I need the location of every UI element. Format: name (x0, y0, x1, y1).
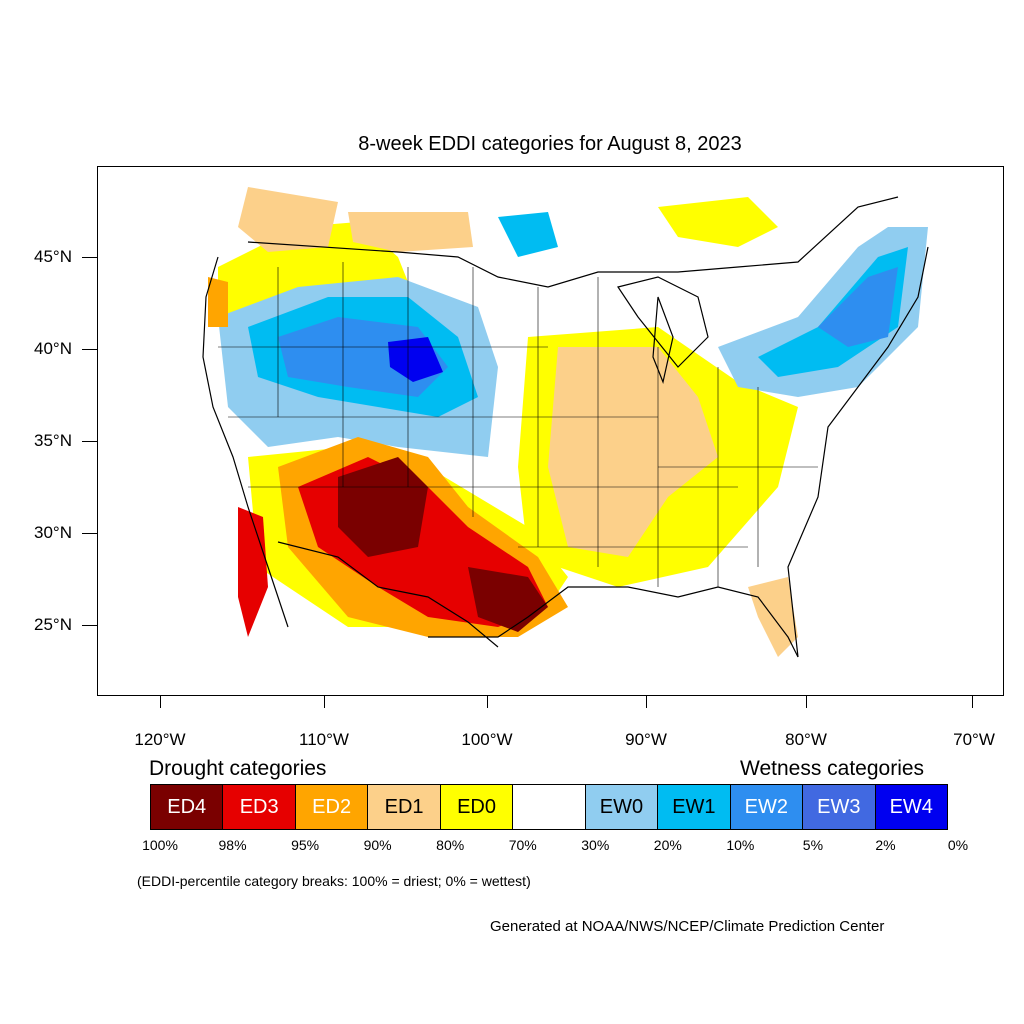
lon-tick (487, 696, 488, 708)
state-borders (218, 262, 818, 587)
ed1-region-northplains (348, 212, 473, 252)
legend-swatch (513, 785, 586, 829)
ed1-region-northwest (238, 187, 338, 252)
legend-break-label: 10% (726, 837, 755, 853)
lon-label-90w: 90°W (625, 730, 667, 749)
legend-swatch: EW2 (730, 785, 804, 829)
lon-label-100w: 100°W (461, 730, 513, 749)
ew4-region-wyoming (388, 337, 443, 382)
lat-label-35: 35°N (34, 431, 72, 450)
legend-break-label: 20% (653, 837, 682, 853)
lake-michigan-outline (652, 296, 674, 385)
ed2-region-oregon (208, 277, 228, 327)
gulf-coast (428, 586, 799, 658)
lat-tick (82, 441, 97, 442)
lon-tick (806, 696, 807, 708)
legend-swatch: ED3 (223, 785, 296, 829)
legend-bar: ED4 ED3 ED2 ED1 ED0 EW0 EW1 EW2 EW3 EW4 (150, 784, 948, 830)
lat-tick (82, 257, 97, 258)
lon-tick (646, 696, 647, 708)
map-title: 8-week EDDI categories for August 8, 202… (358, 133, 742, 155)
lat-tick (82, 625, 97, 626)
eddi-map (202, 187, 929, 658)
credit-text: Generated at NOAA/NWS/NCEP/Climate Predi… (490, 918, 885, 935)
legend-swatch: EW4 (875, 785, 947, 829)
legend-break-label: 5% (802, 837, 824, 853)
legend-swatch: ED1 (368, 785, 441, 829)
ed1-region-midwest (548, 347, 718, 557)
legend-swatch: EW0 (585, 785, 659, 829)
legend-break-label: 0% (947, 837, 969, 853)
drought-heading: Drought categories (149, 757, 327, 780)
east-coast (787, 246, 929, 658)
legend-break-label: 80% (436, 837, 465, 853)
lon-label-110w: 110°W (299, 730, 349, 749)
coastline-and-borders (202, 196, 929, 658)
wetness-heading: Wetness categories (740, 757, 925, 780)
legend-swatch: ED0 (440, 785, 514, 829)
category-note: (EDDI-percentile category breaks: 100% =… (137, 873, 531, 889)
legend-break-label: 30% (581, 837, 610, 853)
map-area (97, 166, 1004, 696)
legend-break-label: 95% (291, 837, 320, 853)
lon-label-70w: 70°W (953, 730, 995, 749)
lat-label-45: 45°N (34, 247, 72, 266)
ed4-region-newmexico (338, 457, 428, 557)
legend-break-label: 90% (363, 837, 392, 853)
west-coast (202, 256, 289, 628)
lon-tick (324, 696, 325, 708)
lat-tick (82, 533, 97, 534)
lon-label-80w: 80°W (785, 730, 827, 749)
ew1-region-greatlakes (498, 212, 558, 257)
legend-break-label: 98% (218, 837, 247, 853)
legend-swatch: ED4 (151, 785, 224, 829)
legend-break-label: 2% (875, 837, 896, 853)
ew2-region-newengland (818, 267, 898, 347)
lat-label-30: 30°N (34, 523, 72, 542)
legend-break-label: 70% (508, 837, 537, 853)
legend-break-label: 100% (142, 837, 178, 853)
lat-label-40: 40°N (34, 339, 72, 358)
mexico-border (277, 541, 499, 648)
great-lakes-outline (617, 276, 709, 368)
lat-label-25: 25°N (34, 615, 72, 634)
ed3-region-california (238, 507, 268, 637)
legend-swatch: EW1 (658, 785, 731, 829)
lat-tick (82, 349, 97, 350)
lon-tick (972, 696, 973, 708)
canada-border (247, 196, 899, 288)
ed4-region-texas (468, 567, 548, 632)
lon-tick (160, 696, 161, 708)
legend-swatch: ED2 (295, 785, 369, 829)
ed0-region-northeast (658, 197, 778, 247)
lon-label-120w: 120°W (134, 730, 186, 749)
legend-swatch: EW3 (803, 785, 876, 829)
